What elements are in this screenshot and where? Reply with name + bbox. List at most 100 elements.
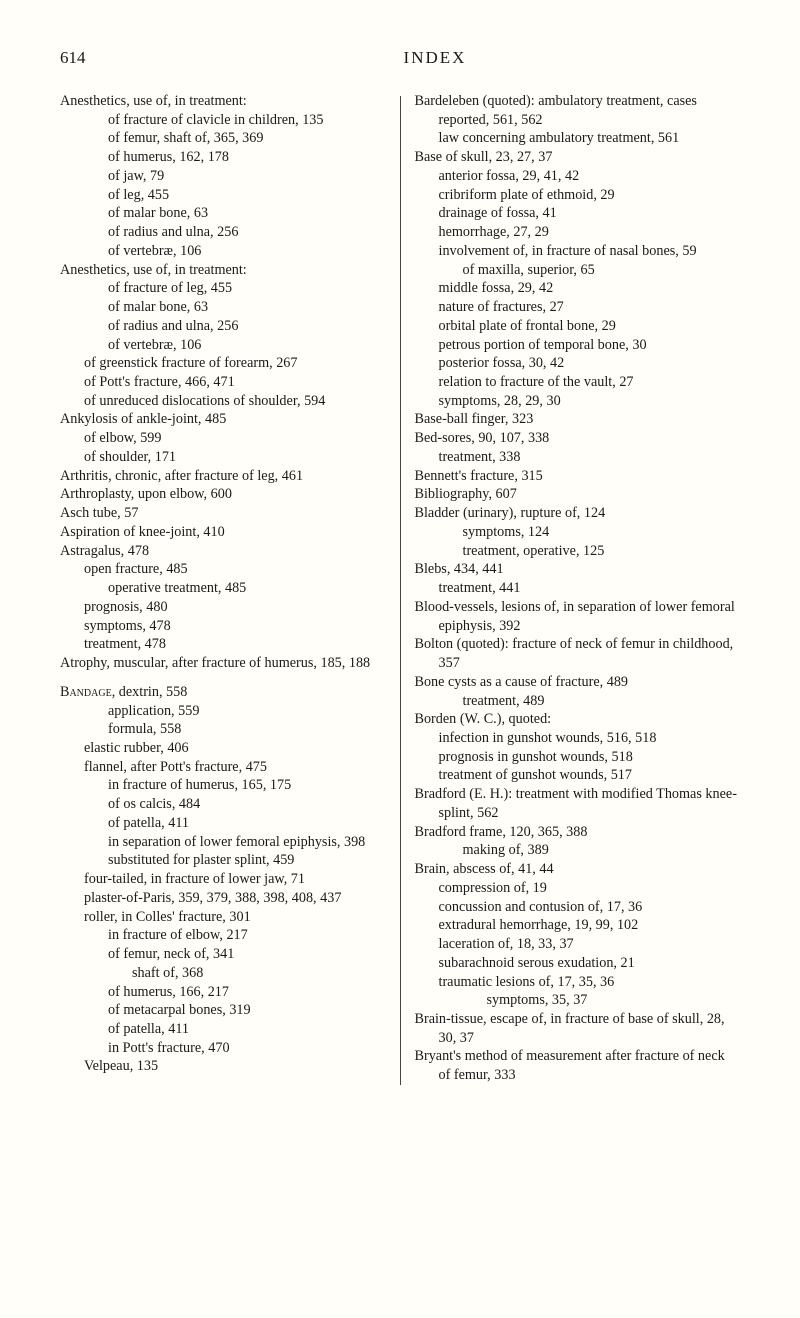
index-entry: of greenstick fracture of forearm, 267 — [60, 354, 386, 373]
page-header: 614 INDEX — [60, 48, 740, 68]
index-entry: Base-ball finger, 323 — [415, 410, 741, 429]
index-entry: Bone cysts as a cause of fracture, 489 — [415, 673, 741, 692]
index-entry: subarachnoid serous exudation, 21 — [415, 954, 741, 973]
page-title: INDEX — [130, 48, 740, 68]
column-divider — [400, 96, 401, 1085]
index-entry: Blebs, 434, 441 — [415, 560, 741, 579]
index-entry: Bibliography, 607 — [415, 485, 741, 504]
index-entry: anterior fossa, 29, 41, 42 — [415, 167, 741, 186]
index-entry: of fracture of leg, 455 — [60, 279, 386, 298]
index-entry: of os calcis, 484 — [60, 795, 386, 814]
index-entry: symptoms, 35, 37 — [415, 991, 741, 1010]
index-entry: of unreduced dislocations of shoulder, 5… — [60, 392, 386, 411]
index-entry: Bladder (urinary), rupture of, 124 — [415, 504, 741, 523]
index-entry: treatment, 478 — [60, 635, 386, 654]
section-gap — [60, 673, 386, 683]
index-entry: in Pott's fracture, 470 — [60, 1039, 386, 1058]
index-entry: Arthroplasty, upon elbow, 600 — [60, 485, 386, 504]
index-entry: prognosis in gunshot wounds, 518 — [415, 748, 741, 767]
index-entry: involvement of, in fracture of nasal bon… — [415, 242, 741, 261]
index-entry: operative treatment, 485 — [60, 579, 386, 598]
index-entry: treatment, operative, 125 — [415, 542, 741, 561]
index-entry: orbital plate of frontal bone, 29 — [415, 317, 741, 336]
index-entry: law concerning ambulatory treatment, 561 — [415, 129, 741, 148]
index-entry: Anesthetics, use of, in treatment: — [60, 261, 386, 280]
index-entry: of fracture of clavicle in children, 135 — [60, 111, 386, 130]
index-entry: four-tailed, in fracture of lower jaw, 7… — [60, 870, 386, 889]
index-columns: Anesthetics, use of, in treatment:of fra… — [60, 92, 740, 1085]
index-entry: of Pott's fracture, 466, 471 — [60, 373, 386, 392]
index-entry: Anesthetics, use of, in treatment: — [60, 92, 386, 111]
index-entry: of radius and ulna, 256 — [60, 317, 386, 336]
index-entry: substituted for plaster splint, 459 — [60, 851, 386, 870]
index-entry: symptoms, 124 — [415, 523, 741, 542]
index-entry: relation to fracture of the vault, 27 — [415, 373, 741, 392]
index-entry: of leg, 455 — [60, 186, 386, 205]
index-entry: drainage of fossa, 41 — [415, 204, 741, 223]
index-entry: Velpeau, 135 — [60, 1057, 386, 1076]
index-entry: Brain-tissue, escape of, in fracture of … — [415, 1010, 741, 1047]
index-entry: of femur, shaft of, 365, 369 — [60, 129, 386, 148]
index-entry: Arthritis, chronic, after fracture of le… — [60, 467, 386, 486]
index-entry: of jaw, 79 — [60, 167, 386, 186]
index-entry: Bed-sores, 90, 107, 338 — [415, 429, 741, 448]
index-entry: Astragalus, 478 — [60, 542, 386, 561]
page: 614 INDEX Anesthetics, use of, in treatm… — [0, 0, 800, 1318]
index-entry: Bradford frame, 120, 365, 388 — [415, 823, 741, 842]
index-entry: in fracture of humerus, 165, 175 — [60, 776, 386, 795]
index-column-right: Bardeleben (quoted): ambulatory treatmen… — [415, 92, 741, 1085]
index-entry: concussion and contusion of, 17, 36 — [415, 898, 741, 917]
index-entry: treatment, 489 — [415, 692, 741, 711]
index-entry: Blood-vessels, lesions of, in separation… — [415, 598, 741, 635]
index-entry: roller, in Colles' fracture, 301 — [60, 908, 386, 927]
index-entry: Bennett's fracture, 315 — [415, 467, 741, 486]
index-entry: Asch tube, 57 — [60, 504, 386, 523]
index-entry: Base of skull, 23, 27, 37 — [415, 148, 741, 167]
index-entry: extradural hemorrhage, 19, 99, 102 — [415, 916, 741, 935]
index-entry: treatment, 441 — [415, 579, 741, 598]
index-entry: of elbow, 599 — [60, 429, 386, 448]
index-entry: application, 559 — [60, 702, 386, 721]
index-entry: formula, 558 — [60, 720, 386, 739]
index-entry: of patella, 411 — [60, 1020, 386, 1039]
index-entry-lead: Bandage — [60, 684, 112, 700]
index-entry: treatment of gunshot wounds, 517 — [415, 766, 741, 785]
index-entry: making of, 389 — [415, 841, 741, 860]
index-entry: of vertebræ, 106 — [60, 336, 386, 355]
index-entry: of femur, neck of, 341 — [60, 945, 386, 964]
index-entry: nature of fractures, 27 — [415, 298, 741, 317]
index-entry: in separation of lower femoral epiphysis… — [60, 833, 386, 852]
index-entry: hemorrhage, 27, 29 — [415, 223, 741, 242]
index-entry: of vertebræ, 106 — [60, 242, 386, 261]
index-entry: Brain, abscess of, 41, 44 — [415, 860, 741, 879]
index-entry: Bryant's method of measurement after fra… — [415, 1047, 741, 1084]
index-entry: of humerus, 166, 217 — [60, 983, 386, 1002]
index-entry: Aspiration of knee-joint, 410 — [60, 523, 386, 542]
index-entry: of radius and ulna, 256 — [60, 223, 386, 242]
index-entry: flannel, after Pott's fracture, 475 — [60, 758, 386, 777]
index-entry: compression of, 19 — [415, 879, 741, 898]
index-entry: symptoms, 478 — [60, 617, 386, 636]
index-entry: posterior fossa, 30, 42 — [415, 354, 741, 373]
index-entry: traumatic lesions of, 17, 35, 36 — [415, 973, 741, 992]
index-entry: symptoms, 28, 29, 30 — [415, 392, 741, 411]
index-entry: Bardeleben (quoted): ambulatory treatmen… — [415, 92, 741, 129]
index-entry: of maxilla, superior, 65 — [415, 261, 741, 280]
index-entry: shaft of, 368 — [60, 964, 386, 983]
header-row: 614 INDEX — [60, 48, 740, 68]
index-entry: of shoulder, 171 — [60, 448, 386, 467]
index-entry: Bandage, dextrin, 558 — [60, 683, 386, 702]
index-entry: prognosis, 480 — [60, 598, 386, 617]
index-entry: of humerus, 162, 178 — [60, 148, 386, 167]
index-entry: in fracture of elbow, 217 — [60, 926, 386, 945]
index-column-left: Anesthetics, use of, in treatment:of fra… — [60, 92, 386, 1085]
index-entry: treatment, 338 — [415, 448, 741, 467]
index-entry: of malar bone, 63 — [60, 204, 386, 223]
index-entry: of patella, 411 — [60, 814, 386, 833]
index-entry: middle fossa, 29, 42 — [415, 279, 741, 298]
index-entry: of metacarpal bones, 319 — [60, 1001, 386, 1020]
index-entry: of malar bone, 63 — [60, 298, 386, 317]
index-entry: laceration of, 18, 33, 37 — [415, 935, 741, 954]
index-entry: Atrophy, muscular, after fracture of hum… — [60, 654, 386, 673]
index-entry: elastic rubber, 406 — [60, 739, 386, 758]
